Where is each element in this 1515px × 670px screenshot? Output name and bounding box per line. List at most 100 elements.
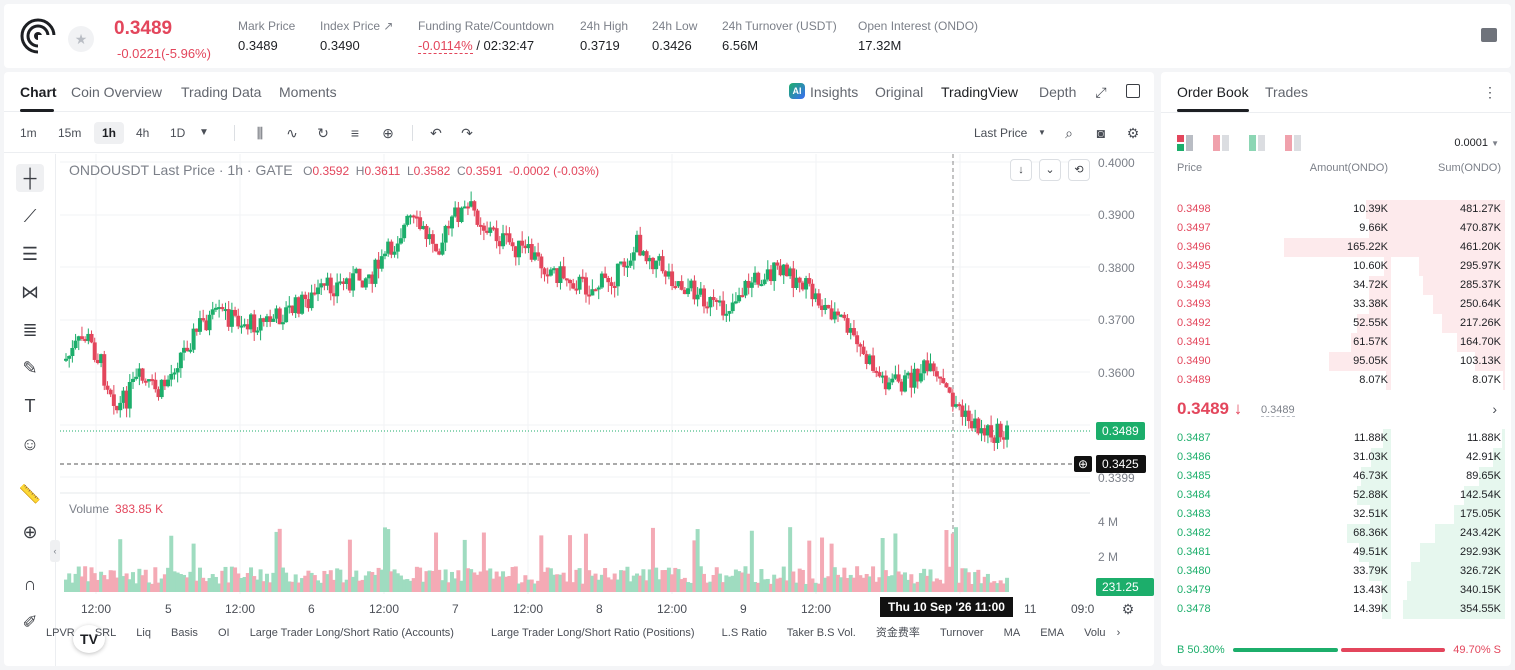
- indicator-volume[interactable]: Volu: [1084, 627, 1106, 639]
- templates-icon[interactable]: ≡: [350, 125, 360, 141]
- indicator-lpvr[interactable]: LPVR: [46, 627, 75, 639]
- tab-coin-overview[interactable]: Coin Overview: [71, 84, 163, 100]
- text-icon[interactable]: T: [24, 395, 36, 416]
- indicator-turnover[interactable]: Turnover: [939, 627, 984, 639]
- indicators-icon[interactable]: ∿: [286, 125, 298, 141]
- notebook-icon[interactable]: [1481, 28, 1497, 42]
- view-mode-icons[interactable]: [1177, 135, 1305, 151]
- crosshair-icon[interactable]: ┼: [16, 164, 44, 192]
- timeframe-1h[interactable]: 1h: [94, 122, 125, 144]
- chevron-down-icon[interactable]: ▼: [1038, 128, 1046, 137]
- chart-canvas[interactable]: ONDOUSDT Last Price · 1h · GATE O0.3592 …: [60, 154, 1154, 666]
- bid-row[interactable]: 0.3483 32.51K 175.05K: [1161, 505, 1511, 524]
- emoji-icon[interactable]: ☺: [20, 433, 40, 454]
- ask-row[interactable]: 0.3489 8.07K 8.07K: [1161, 371, 1511, 390]
- volume-bar: [890, 575, 895, 592]
- ask-row[interactable]: 0.3496 165.22K 461.20K: [1161, 238, 1511, 257]
- ask-row[interactable]: 0.3497 9.66K 470.87K: [1161, 219, 1511, 238]
- precision-select[interactable]: 0.0001 ▼: [1454, 137, 1499, 149]
- indicator-taker-bs-vol[interactable]: Taker B.S Vol.: [786, 627, 856, 639]
- add-alert-icon[interactable]: ⊕: [382, 125, 394, 141]
- bid-row[interactable]: 0.3481 49.51K 292.93K: [1161, 543, 1511, 562]
- timeframe-4h[interactable]: 4h: [136, 126, 150, 140]
- tradingview-logo-icon[interactable]: TV: [73, 625, 105, 653]
- pattern-icon[interactable]: ⋈: [21, 281, 39, 302]
- tab-original[interactable]: Original: [875, 84, 924, 100]
- indicator-ema[interactable]: EMA: [1040, 627, 1065, 639]
- ai-insights-icon[interactable]: AI: [789, 83, 805, 99]
- pencil-lock-icon[interactable]: ✐: [22, 611, 38, 632]
- ask-row[interactable]: 0.3498 10.39K 481.27K: [1161, 200, 1511, 219]
- indicator-ma[interactable]: MA: [1003, 627, 1021, 639]
- camera-icon[interactable]: ◙: [1096, 125, 1106, 141]
- magnet-icon[interactable]: ∩: [23, 573, 37, 594]
- replay-icon[interactable]: ↻: [317, 125, 329, 141]
- search-icon[interactable]: ⌕: [1065, 125, 1073, 141]
- tab-chart[interactable]: Chart: [20, 84, 57, 100]
- exchange-logo-icon[interactable]: [20, 18, 56, 54]
- bid-row[interactable]: 0.3485 46.73K 89.65K: [1161, 467, 1511, 486]
- bid-row[interactable]: 0.3478 14.39K 354.55K: [1161, 600, 1511, 619]
- undo-icon[interactable]: ↶: [430, 125, 442, 141]
- tab-depth[interactable]: Depth: [1039, 84, 1077, 100]
- x-axis-label: 12:00: [81, 602, 112, 616]
- indicator-large-trader-positions[interactable]: Large Trader Long/Short Ratio (Positions…: [490, 627, 695, 639]
- chevron-right-icon[interactable]: ›: [1492, 401, 1497, 417]
- ask-row[interactable]: 0.3493 33.38K 250.64K: [1161, 295, 1511, 314]
- tab-trading-data[interactable]: Trading Data: [181, 84, 262, 100]
- indicator-liq[interactable]: Liq: [136, 627, 151, 639]
- reset-icon[interactable]: ⟲: [1068, 159, 1090, 181]
- tab-moments[interactable]: Moments: [279, 84, 337, 100]
- brush-icon[interactable]: ✎: [22, 357, 38, 378]
- index-price-stat[interactable]: Index Price ↗ 0.3490: [320, 19, 393, 53]
- timeframe-1d[interactable]: 1D: [170, 126, 186, 140]
- more-options-icon[interactable]: ⋮: [1483, 84, 1497, 100]
- bid-row[interactable]: 0.3480 33.79K 326.72K: [1161, 562, 1511, 581]
- tab-order-book[interactable]: Order Book: [1177, 84, 1249, 100]
- zoom-icon[interactable]: ⊕: [22, 521, 38, 542]
- candle: [223, 309, 228, 312]
- indicator-basis[interactable]: Basis: [171, 627, 198, 639]
- indicator-srl[interactable]: SRL: [94, 627, 117, 639]
- indicator-oi[interactable]: OI: [218, 627, 230, 639]
- collapse-icon[interactable]: ⌄: [1039, 159, 1061, 181]
- trendline-icon[interactable]: ⟋: [23, 205, 37, 226]
- tab-insights[interactable]: Insights: [810, 84, 859, 100]
- ask-row[interactable]: 0.3491 61.57K 164.70K: [1161, 333, 1511, 352]
- candle-type-icon[interactable]: ⫼: [256, 125, 264, 141]
- candlestick-chart[interactable]: [60, 154, 1090, 594]
- arrow-down-icon[interactable]: ↓: [1010, 159, 1032, 181]
- price-source-select[interactable]: Last Price: [974, 126, 1028, 140]
- ask-row[interactable]: 0.3490 95.05K 103.13K: [1161, 352, 1511, 371]
- bid-row[interactable]: 0.3484 52.88K 142.54K: [1161, 486, 1511, 505]
- bid-row[interactable]: 0.3479 13.43K 340.15K: [1161, 581, 1511, 600]
- expand-icon[interactable]: ⤢: [1095, 84, 1107, 100]
- bid-row[interactable]: 0.3486 31.03K 42.91K: [1161, 448, 1511, 467]
- indicator-funding-rate[interactable]: 资金费率: [875, 627, 920, 639]
- tab-trades[interactable]: Trades: [1265, 84, 1309, 100]
- add-order-icon[interactable]: ⊕: [1074, 456, 1092, 472]
- ruler-icon[interactable]: 📏: [18, 483, 42, 504]
- tab-tradingview[interactable]: TradingView: [941, 84, 1019, 100]
- chevron-down-icon[interactable]: ▼: [199, 127, 209, 138]
- fullscreen-icon[interactable]: [1126, 84, 1140, 98]
- timeframe-15m[interactable]: 15m: [58, 126, 82, 140]
- chevron-right-icon[interactable]: ›: [1116, 627, 1121, 639]
- ask-row[interactable]: 0.3494 34.72K 285.37K: [1161, 276, 1511, 295]
- bid-row[interactable]: 0.3482 68.36K 243.42K: [1161, 524, 1511, 543]
- horizontal-lines-icon[interactable]: ☰: [21, 243, 39, 264]
- indicator-large-trader-accounts[interactable]: Large Trader Long/Short Ratio (Accounts): [249, 627, 454, 639]
- gear-icon[interactable]: ⚙: [1126, 125, 1140, 141]
- favorite-star-icon[interactable]: ★: [68, 26, 94, 52]
- stat-label[interactable]: Index Price ↗: [320, 19, 394, 33]
- funding-rate-value[interactable]: -0.0114%: [418, 38, 473, 54]
- ask-row[interactable]: 0.3492 52.55K 217.26K: [1161, 314, 1511, 333]
- bid-row[interactable]: 0.3487 11.88K 11.88K: [1161, 429, 1511, 448]
- gear-icon[interactable]: ⚙: [1121, 601, 1135, 617]
- fib-icon[interactable]: ≣: [22, 319, 38, 340]
- redo-icon[interactable]: ↷: [461, 125, 473, 141]
- collapse-sidebar-icon[interactable]: ‹: [50, 540, 60, 562]
- ask-row[interactable]: 0.3495 10.60K 295.97K: [1161, 257, 1511, 276]
- timeframe-1m[interactable]: 1m: [20, 126, 37, 140]
- indicator-ls-ratio[interactable]: L.S Ratio: [721, 627, 767, 639]
